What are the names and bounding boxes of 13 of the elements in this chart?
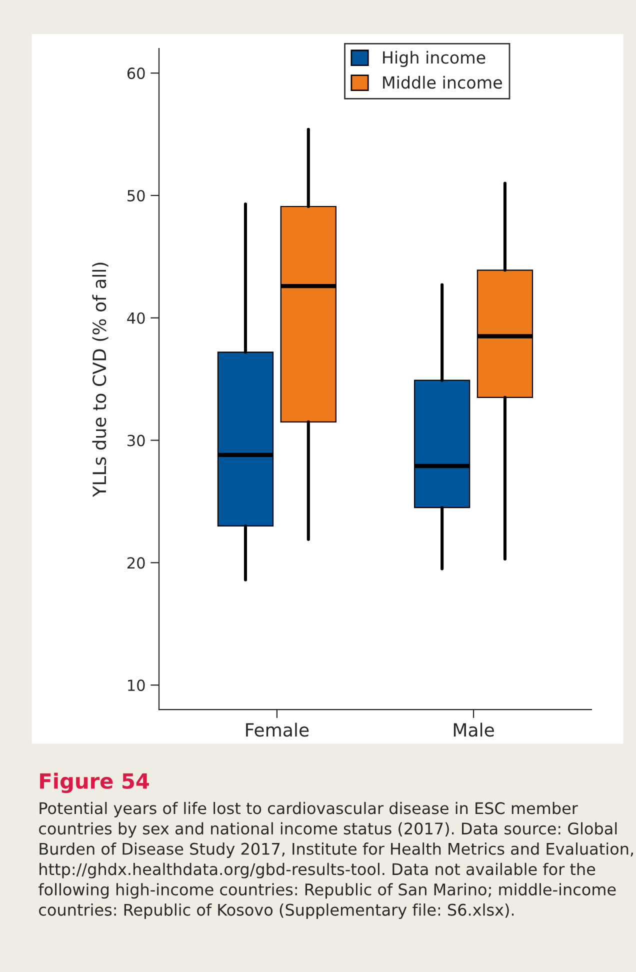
legend-label: High income (383, 50, 486, 68)
legend-label: Middle income (383, 76, 502, 89)
y-tick-label: 60 (127, 68, 145, 80)
y-tick-label: 20 (127, 557, 145, 569)
x-tick-label: Female (246, 722, 309, 737)
y-tick-label: 30 (128, 434, 145, 446)
y-tick-label: 40 (127, 312, 145, 324)
text: Figure 54 (40, 772, 149, 794)
y-axis-title: YLLs due to CVD (% of all) (92, 262, 108, 497)
y-tick-label: 10 (128, 680, 145, 692)
text: Potential years of life lost to cardiovascular disease in ESC member countries by sex and national income status (2017). Data source: Global Burden of Disease Study 2017, Institute for Health Metrics and Evaluation, http://ghdx.healthdata.org/gbd-results-tool. Data not available for the following high-income countries: Republic of San Marino; middle-income countries: Republic of Kosovo (Supplementary file: S6.xlsx). (38, 802, 633, 919)
x-tick-label: Male (454, 722, 494, 737)
y-tick-label: 50 (128, 190, 145, 202)
